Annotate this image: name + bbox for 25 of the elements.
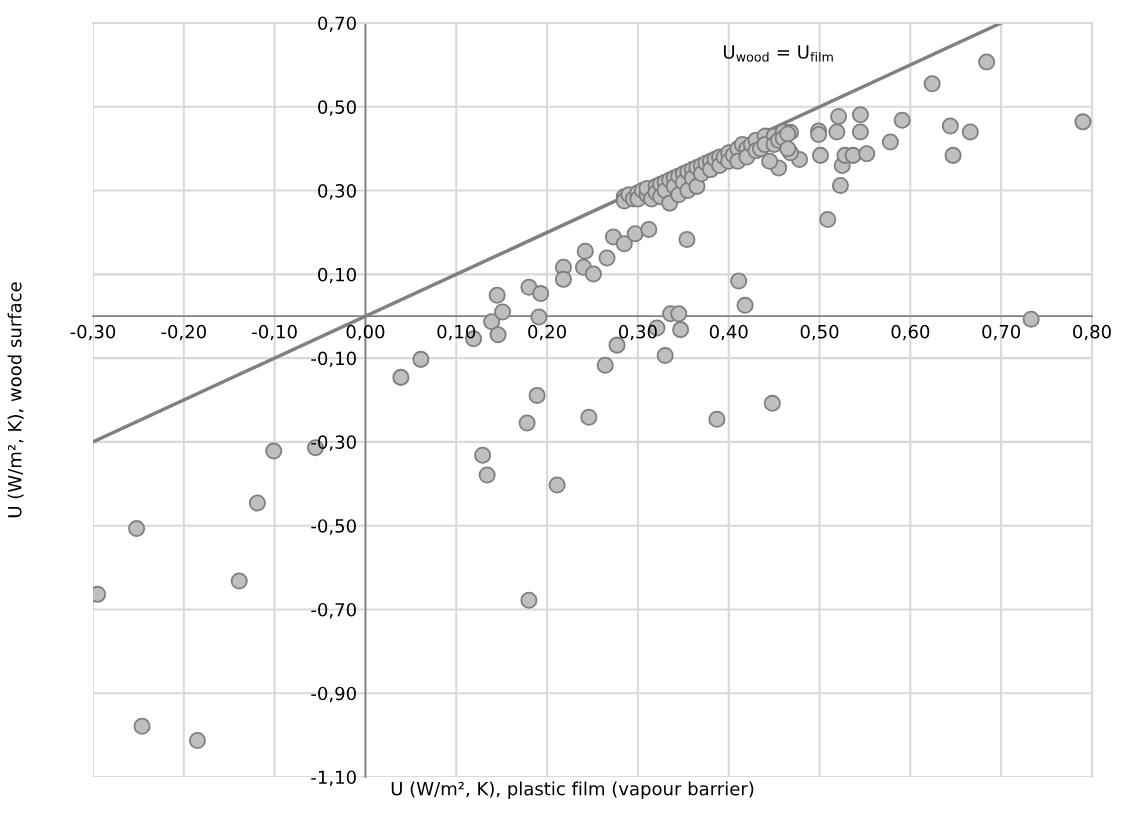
x-tick-label: -0,30: [70, 324, 116, 341]
y-tick-label: 0,70: [318, 16, 356, 32]
y-tick-label: 0,10: [318, 267, 356, 284]
y-tick-label: -0,10: [311, 351, 356, 368]
x-tick-label: 0,30: [619, 324, 657, 341]
x-axis-title: U (W/m², K), plastic film (vapour barrier): [391, 781, 754, 799]
y-tick-label: -0,50: [311, 519, 356, 535]
x-tick-label: 0,00: [346, 324, 385, 341]
x-tick-label: 0,70: [982, 324, 1021, 341]
x-tick-label: 0,50: [800, 324, 839, 341]
y-axis-title: U (W/m², K), wood surface: [7, 282, 24, 518]
y-tick-label: -1,10: [311, 770, 356, 786]
y-tick-label: -0,70: [311, 602, 356, 619]
x-tick-label: 0,80: [1073, 324, 1111, 341]
x-tick-label: 0,40: [709, 324, 748, 341]
y-tick-label: 0,30: [318, 184, 356, 200]
y-tick-label: 0,50: [318, 100, 356, 116]
x-tick-label: 0,60: [891, 324, 930, 341]
x-tick-label: -0,20: [161, 324, 206, 341]
series-label: U$_{wood}$ = U$_{film}$: [723, 45, 833, 62]
x-tick-label: 0,20: [528, 324, 566, 341]
y-tick-label: -0,90: [311, 686, 356, 703]
x-tick-label: 0,10: [437, 324, 476, 341]
x-tick-label: -0,10: [252, 324, 297, 341]
y-tick-label: -0,30: [311, 435, 356, 451]
